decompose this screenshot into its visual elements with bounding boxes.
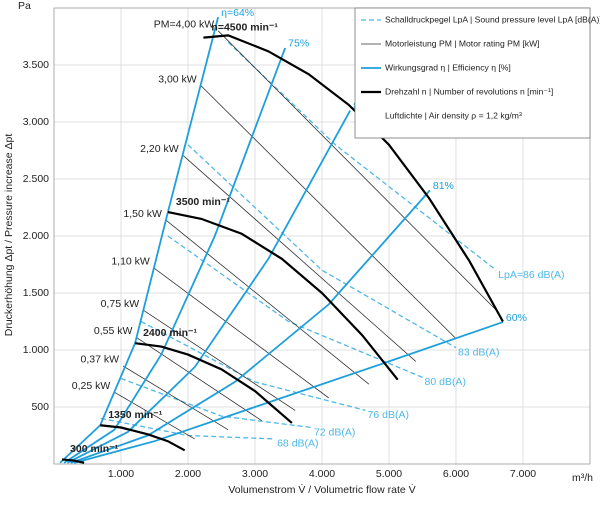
- power-label: 1,50 kW: [123, 208, 162, 220]
- speed-curve: [134, 342, 293, 424]
- speed-label: 2400 min⁻¹: [143, 327, 197, 339]
- x-unit: m³/h: [572, 472, 593, 484]
- y-unit: Pa: [18, 0, 31, 12]
- legend-box: [354, 7, 591, 139]
- plot-frame: [53, 7, 591, 465]
- efficiency-label: 81%: [433, 180, 454, 192]
- speed-label: 300 min⁻¹: [70, 443, 119, 455]
- efficiency-label: 75%: [288, 38, 309, 50]
- sound-label: 68 dB(A): [277, 438, 318, 450]
- x-tick-label: 3.000: [242, 468, 268, 480]
- x-axis-label: Volumenstrom V̇ / Volumetric flow rate V…: [228, 483, 415, 496]
- power-curve: [122, 365, 229, 431]
- power-label: 0,75 kW: [101, 298, 140, 310]
- power-curve: [217, 30, 497, 311]
- speed-curve: [61, 458, 85, 464]
- y-tick-label: 500: [31, 401, 49, 413]
- efficiency-label: 60%: [506, 312, 527, 324]
- y-tick-label: 2.000: [23, 230, 49, 242]
- speed-curve: [100, 424, 186, 452]
- y-tick-label: 3.000: [23, 116, 49, 128]
- speed-curve: [167, 210, 399, 381]
- power-label: 1,10 kW: [111, 256, 150, 268]
- legend-label: Wirkungsgrad η | Efficiency η [%]: [385, 62, 511, 72]
- sound-label: LpA=86 dB(A): [498, 269, 564, 281]
- power-curve: [182, 154, 417, 362]
- sound-label: 83 dB(A): [458, 347, 499, 359]
- sound-label: 72 dB(A): [314, 426, 355, 438]
- sound-curve: [100, 417, 276, 440]
- legend-label: Motorleistung PM | Motor rating PM [kW]: [385, 38, 540, 48]
- efficiency-curve: [73, 321, 504, 464]
- efficiency-curve: [63, 47, 286, 464]
- sound-curve: [167, 235, 423, 378]
- sound-curve: [120, 377, 313, 429]
- power-label: 3,00 kW: [158, 73, 197, 85]
- efficiency-label: η=64%: [221, 7, 254, 19]
- power-curve: [142, 309, 296, 411]
- speed-curve: [203, 34, 504, 323]
- efficiency-curve: [66, 110, 351, 464]
- legend-label: Luftdichte | Air density ρ = 1,2 kg/m³: [385, 110, 522, 120]
- power-label: 0,25 kW: [72, 380, 111, 392]
- power-curve: [153, 267, 329, 399]
- x-tick-label: 5.000: [376, 468, 402, 480]
- speed-label: 3500 min⁻¹: [176, 196, 230, 208]
- speed-label: 1350 min⁻¹: [108, 409, 162, 421]
- x-tick-label: 2.000: [175, 468, 201, 480]
- y-tick-label: 1.000: [23, 344, 49, 356]
- y-tick-label: 2.500: [23, 173, 49, 185]
- sound-curve: [140, 320, 366, 412]
- power-label: PM=4,00 kW: [154, 19, 214, 31]
- power-label: 2,20 kW: [140, 143, 179, 155]
- power-curve: [200, 85, 457, 339]
- x-tick-label: 1.000: [108, 468, 134, 480]
- legend-label: Drehzahl n | Number of revolutions n [mi…: [385, 86, 553, 96]
- x-tick-label: 7.000: [510, 468, 536, 480]
- y-tick-label: 3.500: [23, 59, 49, 71]
- sound-label: 76 dB(A): [368, 409, 409, 421]
- sound-label: 80 dB(A): [425, 376, 466, 388]
- x-tick-label: 4.000: [309, 468, 335, 480]
- x-tick-label: 6.000: [443, 468, 469, 480]
- y-tick-label: 1.500: [23, 287, 49, 299]
- efficiency-curve: [70, 189, 431, 464]
- power-curve: [165, 219, 370, 385]
- legend-label: Schalldruckpegel LpA | Sound pressure le…: [385, 14, 600, 24]
- speed-label: n=4500 min⁻¹: [211, 21, 278, 33]
- power-label: 0,55 kW: [94, 325, 133, 337]
- power-curve: [136, 337, 262, 422]
- power-label: 0,37 kW: [80, 354, 119, 366]
- y-axis-label: Druckerhöhung Δpt / Pressure increase Δp…: [3, 134, 15, 337]
